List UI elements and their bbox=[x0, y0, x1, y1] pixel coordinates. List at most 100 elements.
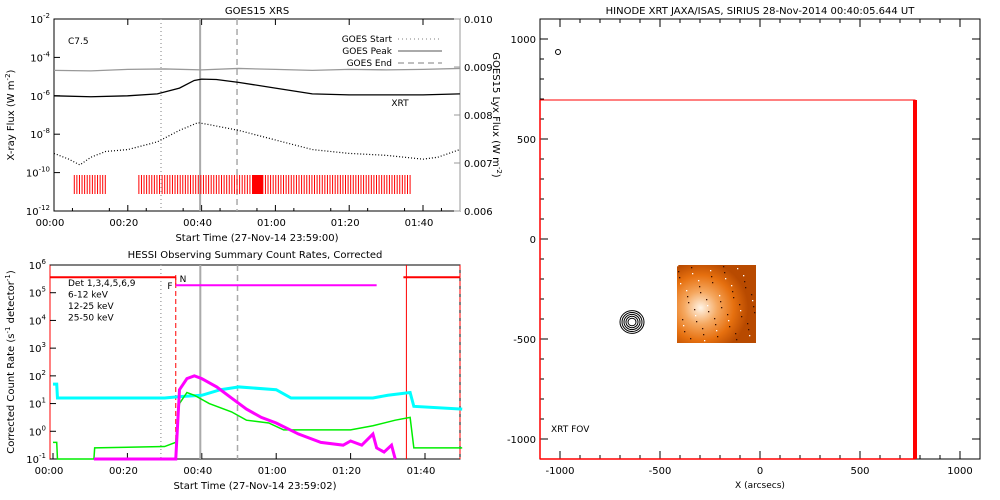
circle-marker bbox=[555, 49, 561, 55]
image-pixel-noise bbox=[711, 276, 713, 278]
flare-flag-label: F bbox=[167, 282, 172, 292]
x-tick-label: 00:40 bbox=[183, 466, 212, 477]
image-pixel-noise bbox=[679, 277, 681, 279]
series-line-1 bbox=[53, 122, 461, 166]
y-tick-label: 100 bbox=[29, 424, 46, 438]
y2-label-part: -2 bbox=[495, 167, 503, 174]
y-tick-label: 0 bbox=[530, 235, 536, 246]
image-pixel-noise bbox=[727, 314, 729, 316]
y2-tick-label: 0.006 bbox=[464, 207, 493, 218]
image-pixel-noise bbox=[743, 275, 745, 277]
hessi-contour bbox=[619, 310, 645, 334]
y-label-part: -1 bbox=[4, 327, 12, 334]
image-pixel-noise bbox=[723, 266, 725, 268]
hessi-contour bbox=[621, 312, 643, 332]
image-pixel-noise bbox=[716, 330, 718, 332]
image-pixel-noise bbox=[678, 271, 680, 273]
y2-tick-label: 0.007 bbox=[464, 159, 493, 170]
y-tick-label: 10-1 bbox=[26, 452, 46, 466]
image-pixel-noise bbox=[735, 333, 737, 335]
image-pixel-noise bbox=[731, 285, 733, 287]
y2-axis-label: GOES15 Lyx Flux (W m-2) bbox=[490, 52, 503, 178]
y-tick-label: 10-8 bbox=[30, 127, 50, 141]
xrt-panel: HINODE XRT JAXA/ISAS, SIRIUS 28-Nov-2014… bbox=[507, 6, 981, 491]
y2-label-part: ) bbox=[490, 174, 501, 178]
x-tick-label: 00:00 bbox=[36, 218, 65, 229]
image-pixel-noise bbox=[715, 324, 717, 326]
image-pixel-noise bbox=[686, 290, 688, 292]
hessi-panel: HESSI Observing Summary Count Rates, Cor… bbox=[4, 250, 463, 492]
image-pixel-noise bbox=[717, 336, 719, 338]
x-tick-label: -500 bbox=[649, 466, 672, 477]
image-pixel-noise bbox=[695, 315, 697, 317]
x-tick-label: 01:40 bbox=[407, 466, 436, 477]
x-axis-label: Start Time (27-Nov-14 23:59:02) bbox=[173, 481, 336, 492]
image-pixel-noise bbox=[741, 316, 743, 318]
series-line-2 bbox=[53, 382, 463, 411]
image-pixel-noise bbox=[708, 311, 710, 313]
night-flag-label: N bbox=[180, 275, 187, 285]
x-axis-label: Start Time (27-Nov-14 23:59:00) bbox=[175, 233, 338, 244]
image-pixel-noise bbox=[749, 335, 751, 337]
x-tick-label: 00:40 bbox=[183, 218, 212, 229]
image-pixel-noise bbox=[745, 287, 747, 289]
y-tick-label: 10-2 bbox=[30, 12, 50, 26]
image-pixel-noise bbox=[687, 296, 689, 298]
series-line-1 bbox=[53, 391, 463, 460]
y-tick-label: 1000 bbox=[511, 35, 536, 46]
y2-tick-label: 0.008 bbox=[464, 111, 493, 122]
y-label-part: ) bbox=[6, 270, 17, 274]
image-pixel-noise bbox=[732, 291, 734, 293]
tick-base: 10 bbox=[29, 427, 42, 438]
image-pixel-noise bbox=[704, 340, 706, 342]
image-pixel-noise bbox=[752, 300, 754, 302]
image-pixel-noise bbox=[682, 319, 684, 321]
y-label-part: X-ray Flux (W m bbox=[6, 80, 17, 160]
legend-label: 25-50 keV bbox=[68, 314, 114, 324]
tick-exponent: -2 bbox=[43, 12, 50, 20]
xrt-label: XRT bbox=[391, 99, 409, 109]
tick-base: 10 bbox=[26, 207, 39, 218]
image-pixel-noise bbox=[698, 280, 700, 282]
y-tick-label: -500 bbox=[513, 335, 536, 346]
image-pixel-noise bbox=[684, 331, 686, 333]
tick-base: 10 bbox=[29, 261, 42, 272]
tick-base: 10 bbox=[26, 169, 39, 180]
image-pixel-noise bbox=[737, 268, 739, 270]
image-pixel-noise bbox=[736, 339, 738, 341]
y-tick-label: 101 bbox=[29, 397, 46, 411]
tick-base: 10 bbox=[29, 316, 42, 327]
image-pixel-noise bbox=[702, 328, 704, 330]
y-label-part: Corrected Count Rate (s bbox=[6, 334, 17, 454]
tick-exponent: -10 bbox=[39, 166, 50, 174]
tick-exponent: 6 bbox=[42, 258, 47, 266]
tick-exponent: 4 bbox=[42, 313, 47, 321]
tick-base: 10 bbox=[29, 289, 42, 300]
tick-exponent: -8 bbox=[43, 127, 50, 135]
image-pixel-noise bbox=[748, 329, 750, 331]
tick-exponent: -1 bbox=[39, 452, 46, 460]
x-tick-label: 1000 bbox=[947, 466, 972, 477]
image-pixel-noise bbox=[747, 323, 749, 325]
chart-title: GOES15 XRS bbox=[225, 6, 289, 17]
image-pixel-noise bbox=[754, 312, 756, 314]
image-pixel-noise bbox=[694, 309, 696, 311]
plot-frame bbox=[49, 264, 461, 460]
image-pixel-noise bbox=[720, 301, 722, 303]
tick-base: 10 bbox=[30, 15, 43, 26]
image-pixel-noise bbox=[699, 286, 701, 288]
x-tick-label: 0 bbox=[757, 466, 763, 477]
x-tick-label: 01:00 bbox=[257, 218, 286, 229]
x-tick-label: 01:20 bbox=[331, 218, 360, 229]
image-pixel-noise bbox=[683, 325, 685, 327]
y-tick-label: 104 bbox=[29, 313, 47, 327]
y-tick-label: 102 bbox=[29, 369, 46, 383]
image-pixel-noise bbox=[710, 270, 712, 272]
image-pixel-noise bbox=[739, 304, 741, 306]
hessi-contour bbox=[623, 313, 641, 331]
flare-class-label: C7.5 bbox=[68, 37, 89, 47]
legend-label: 12-25 keV bbox=[68, 302, 114, 312]
x-tick-label: 500 bbox=[850, 466, 869, 477]
y-label-part: -1 bbox=[4, 274, 12, 281]
